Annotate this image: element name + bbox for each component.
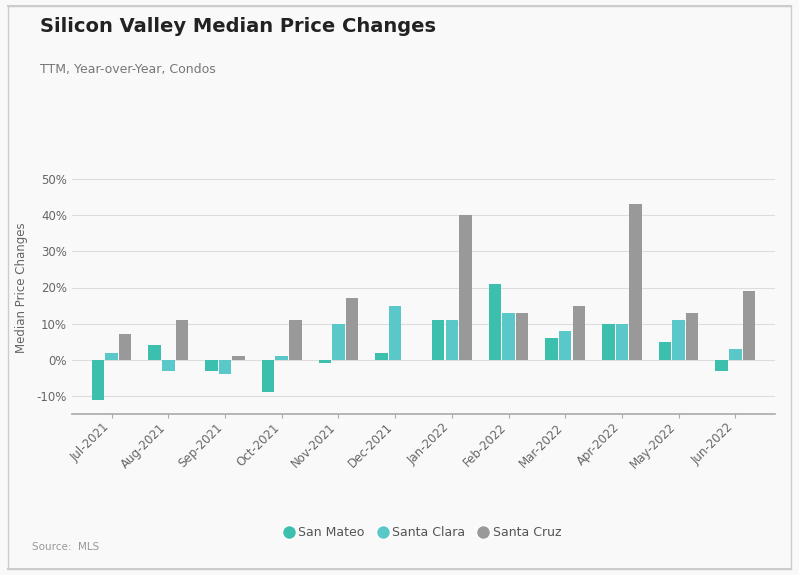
Bar <box>205 360 217 371</box>
Bar <box>546 338 558 360</box>
Bar <box>715 360 728 371</box>
Bar <box>686 313 698 360</box>
Bar <box>332 324 344 360</box>
Bar <box>673 320 685 360</box>
Bar <box>616 324 628 360</box>
Bar <box>289 320 301 360</box>
Bar <box>489 284 501 360</box>
Bar <box>319 360 331 363</box>
Bar <box>459 215 471 360</box>
Bar <box>729 349 741 360</box>
Bar <box>659 342 671 360</box>
Bar <box>219 360 231 374</box>
Bar <box>389 305 401 360</box>
Bar <box>276 356 288 360</box>
Y-axis label: Median Price Changes: Median Price Changes <box>15 222 28 353</box>
Text: TTM, Year-over-Year, Condos: TTM, Year-over-Year, Condos <box>40 63 216 76</box>
Bar <box>630 204 642 360</box>
Bar <box>92 360 104 400</box>
Bar <box>602 324 614 360</box>
Bar <box>559 331 571 360</box>
Bar <box>516 313 528 360</box>
Bar <box>105 352 117 360</box>
Text: Silicon Valley Median Price Changes: Silicon Valley Median Price Changes <box>40 17 436 36</box>
Bar <box>233 356 244 360</box>
Bar <box>432 320 444 360</box>
Bar <box>503 313 515 360</box>
Legend: San Mateo, Santa Clara, Santa Cruz: San Mateo, Santa Clara, Santa Cruz <box>286 526 561 539</box>
Bar <box>743 291 755 360</box>
Bar <box>346 298 358 360</box>
Text: Source:  MLS: Source: MLS <box>32 542 99 552</box>
Bar <box>573 305 585 360</box>
Bar <box>376 352 388 360</box>
Bar <box>119 335 132 360</box>
Bar <box>149 346 161 360</box>
Bar <box>176 320 188 360</box>
Bar <box>446 320 458 360</box>
Bar <box>262 360 274 392</box>
Bar <box>162 360 174 371</box>
